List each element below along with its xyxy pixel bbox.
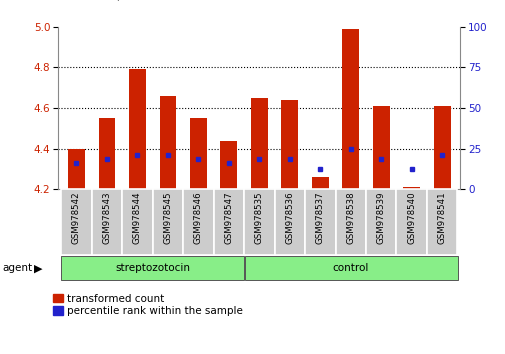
Bar: [311, 177, 328, 189]
Bar: [250, 98, 267, 189]
Bar: [244, 256, 457, 280]
Text: GSM978535: GSM978535: [255, 192, 263, 244]
Text: GSM978543: GSM978543: [102, 192, 111, 244]
Bar: [433, 106, 449, 189]
Bar: [243, 189, 274, 255]
Bar: [305, 189, 335, 255]
Text: GSM978547: GSM978547: [224, 192, 233, 244]
Legend: transformed count, percentile rank within the sample: transformed count, percentile rank withi…: [53, 294, 242, 316]
Bar: [426, 189, 457, 255]
Bar: [68, 149, 85, 189]
Text: streptozotocin: streptozotocin: [115, 263, 190, 273]
Bar: [402, 187, 419, 189]
Text: GSM978542: GSM978542: [72, 192, 81, 244]
Text: ▶: ▶: [34, 263, 43, 273]
Text: GSM978546: GSM978546: [193, 192, 203, 244]
Bar: [274, 189, 305, 255]
Bar: [61, 189, 91, 255]
Bar: [396, 189, 426, 255]
Text: GSM978537: GSM978537: [315, 192, 324, 244]
Bar: [91, 189, 122, 255]
Text: GSM978536: GSM978536: [285, 192, 294, 244]
Bar: [365, 189, 396, 255]
Bar: [183, 189, 213, 255]
Bar: [189, 118, 207, 189]
Bar: [281, 100, 297, 189]
Text: GSM978544: GSM978544: [133, 192, 141, 244]
Bar: [61, 256, 243, 280]
Text: control: control: [332, 263, 368, 273]
Text: GDS4845 / 10419429: GDS4845 / 10419429: [48, 0, 197, 2]
Text: agent: agent: [3, 263, 33, 273]
Text: GSM978540: GSM978540: [407, 192, 416, 244]
Text: GSM978538: GSM978538: [345, 192, 355, 244]
Bar: [220, 141, 237, 189]
Bar: [342, 29, 359, 189]
Bar: [213, 189, 243, 255]
Bar: [335, 189, 365, 255]
Bar: [122, 189, 153, 255]
Text: GSM978545: GSM978545: [163, 192, 172, 244]
Bar: [129, 69, 145, 189]
Bar: [159, 96, 176, 189]
Text: GSM978539: GSM978539: [376, 192, 385, 244]
Bar: [153, 189, 183, 255]
Text: GSM978541: GSM978541: [437, 192, 446, 244]
Bar: [372, 106, 389, 189]
Bar: [98, 118, 115, 189]
